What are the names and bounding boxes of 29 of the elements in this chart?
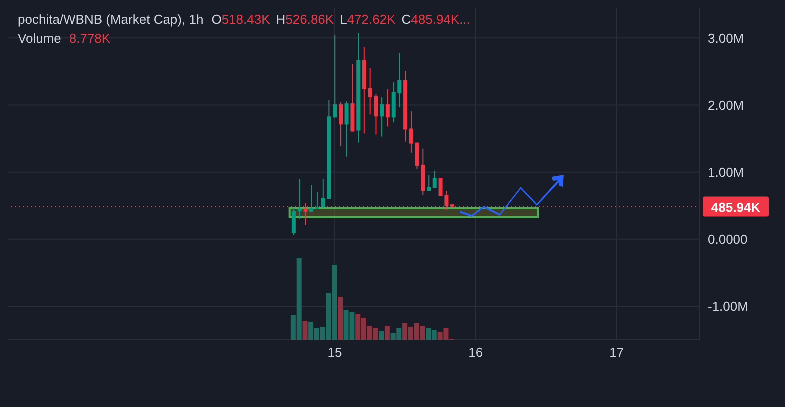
candlestick	[432, 170, 437, 189]
y-tick-label: -1.00M	[708, 299, 748, 314]
candlestick	[380, 97, 384, 138]
y-tick-label: 3.00M	[708, 30, 744, 46]
candlestick	[427, 174, 432, 192]
y-tick-label: 1.00M	[708, 164, 744, 180]
ref-line-label: 485.94K	[711, 200, 762, 215]
x-tick-label: 16	[468, 345, 484, 360]
bar	[302, 320, 308, 340]
x-tick-label: 15	[328, 345, 342, 360]
annotation: 8.778K	[69, 31, 111, 46]
bar	[384, 326, 390, 340]
annotation: O518.43K H526.86K L472.62K C485.94K...	[212, 12, 470, 27]
candlestick	[315, 192, 320, 210]
candlestick	[298, 178, 302, 220]
candlestick	[339, 102, 344, 147]
candlestick	[333, 35, 338, 118]
bar	[338, 297, 344, 340]
y-tick-label: 2.00M	[708, 98, 744, 113]
candlestick	[344, 101, 349, 158]
candlestick	[310, 184, 314, 212]
candlestick	[386, 88, 390, 128]
chart-title: pochita/WBNB (Market Cap), 1h	[18, 12, 204, 27]
x-tick-label: 17	[610, 345, 624, 360]
candlestick	[292, 208, 296, 236]
bar	[379, 330, 384, 340]
y-tick-label: 0.0000	[708, 232, 748, 248]
chart-title: Volume	[18, 31, 62, 46]
candlestick	[409, 111, 414, 154]
